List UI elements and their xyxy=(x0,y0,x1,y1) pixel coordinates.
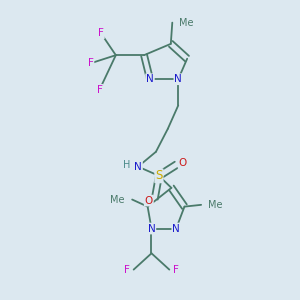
Text: N: N xyxy=(134,162,142,172)
Text: N: N xyxy=(174,74,182,84)
Text: O: O xyxy=(145,196,153,206)
Text: O: O xyxy=(178,158,187,168)
Text: N: N xyxy=(146,74,154,84)
Text: N: N xyxy=(172,224,180,234)
Text: N: N xyxy=(148,224,155,234)
Text: F: F xyxy=(88,58,94,68)
Text: Me: Me xyxy=(110,194,125,205)
Text: F: F xyxy=(173,265,179,275)
Text: F: F xyxy=(124,265,130,275)
Text: F: F xyxy=(98,28,104,38)
Text: F: F xyxy=(97,85,102,95)
Text: S: S xyxy=(155,169,163,182)
Text: H: H xyxy=(123,160,130,170)
Text: Me: Me xyxy=(179,18,193,28)
Text: Me: Me xyxy=(208,200,222,210)
